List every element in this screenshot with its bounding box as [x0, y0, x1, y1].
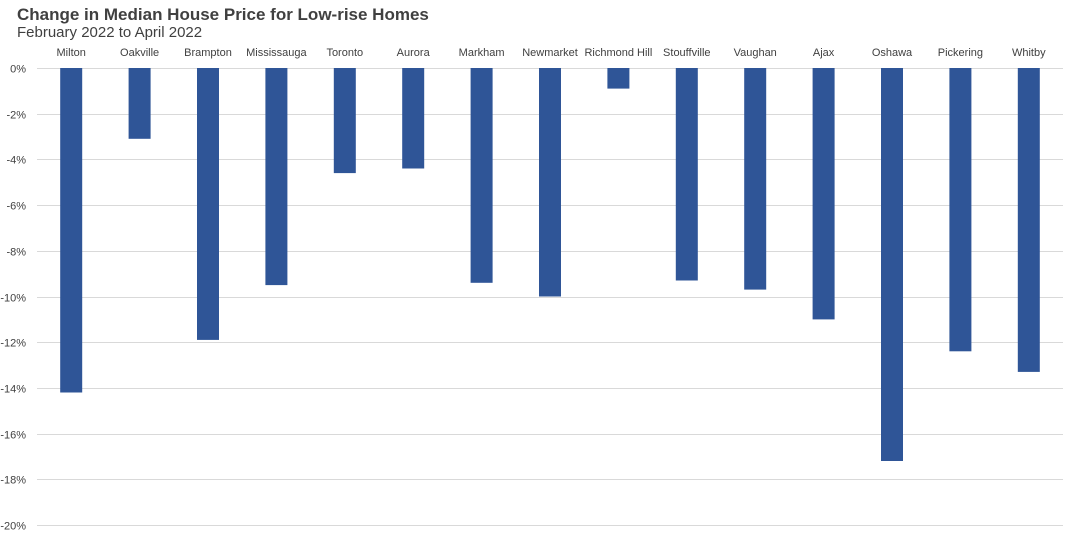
category-label: Vaughan [734, 47, 777, 59]
y-tick-label: -10% [0, 293, 26, 305]
category-label: Stouffville [663, 47, 711, 59]
y-tick-label: -20% [0, 521, 26, 533]
y-tick-label: -8% [6, 247, 26, 259]
category-label: Pickering [938, 47, 983, 59]
category-label: Aurora [397, 47, 431, 59]
bar-mississauga [265, 68, 288, 286]
bar-stouffville [675, 68, 698, 281]
bar-newmarket [539, 68, 561, 297]
y-tick-label: -4% [6, 155, 26, 167]
chart-title: Change in Median House Price for Low-ris… [17, 5, 429, 24]
category-label: Markham [459, 47, 505, 59]
bar-toronto [333, 68, 356, 174]
y-axis-tick-labels: 0% -2% -4% -6% -8% -10% -12% -14% -16% -18% -20% [0, 64, 26, 533]
y-tick-label: -16% [0, 430, 26, 442]
category-label: Richmond Hill [584, 47, 652, 59]
y-tick-label: -12% [0, 338, 26, 350]
bar-milton [60, 68, 83, 393]
y-tick-label: -2% [6, 110, 26, 122]
bar-markham [470, 68, 493, 283]
chart-subtitle: February 2022 to April 2022 [17, 24, 203, 41]
category-label: Brampton [184, 47, 232, 59]
y-tick-label: -18% [0, 475, 26, 487]
bar-oshawa [881, 68, 903, 461]
bar-richmond-hill [607, 68, 630, 89]
category-label: Toronto [326, 47, 363, 59]
category-label: Newmarket [522, 47, 578, 59]
bar-pickering [949, 68, 972, 352]
y-tick-label: -14% [0, 384, 26, 396]
category-label: Milton [57, 47, 86, 59]
category-labels: Milton Oakville Brampton Mississauga Toronto… [57, 47, 1047, 59]
bar-brampton [197, 68, 219, 340]
bars [60, 68, 1040, 461]
bar-ajax [812, 68, 835, 320]
bar-vaughan [744, 68, 767, 290]
category-label: Oshawa [872, 47, 913, 59]
bar-oakville [128, 68, 151, 139]
y-tick-label: 0% [10, 64, 26, 76]
bar-whitby [1017, 68, 1040, 372]
category-label: Whitby [1012, 47, 1046, 59]
bar-aurora [402, 68, 425, 169]
category-label: Mississauga [246, 47, 307, 59]
category-label: Oakville [120, 47, 159, 59]
category-label: Ajax [813, 47, 835, 59]
y-tick-label: -6% [6, 201, 26, 213]
